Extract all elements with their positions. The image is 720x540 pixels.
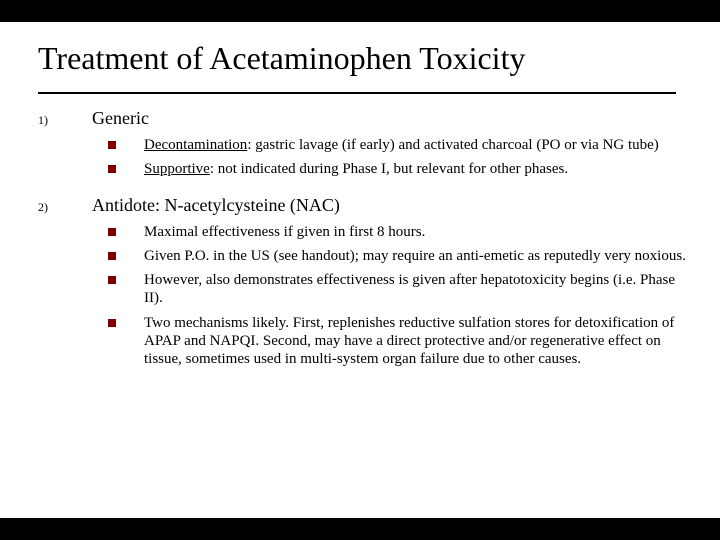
section-head: 1) Generic — [38, 108, 690, 130]
bullet-icon — [108, 319, 116, 327]
bullet-text: Given P.O. in the US (see handout); may … — [144, 247, 690, 265]
bullet-text: Decontamination: gastric lavage (if earl… — [144, 136, 690, 154]
title-underline — [38, 92, 676, 94]
list-item: However, also demonstrates effectiveness… — [38, 271, 690, 308]
bullet-icon — [108, 165, 116, 173]
section-title: Generic — [92, 108, 149, 130]
content-area: 1) Generic Decontamination: gastric lava… — [38, 108, 690, 508]
section-1: 1) Generic Decontamination: gastric lava… — [38, 108, 690, 179]
section-number: 2) — [38, 200, 92, 215]
bullet-lead: Supportive — [144, 161, 210, 177]
list-item: Decontamination: gastric lavage (if earl… — [38, 136, 690, 154]
bullet-text: Maximal effectiveness if given in first … — [144, 223, 690, 241]
bullet-icon — [108, 228, 116, 236]
section-2: 2) Antidote: N-acetylcysteine (NAC) Maxi… — [38, 195, 690, 369]
list-item: Given P.O. in the US (see handout); may … — [38, 247, 690, 265]
slide: Treatment of Acetaminophen Toxicity 1) G… — [0, 0, 720, 540]
bottom-bar — [0, 518, 720, 540]
bullet-lead: Decontamination — [144, 137, 247, 153]
section-title: Antidote: N-acetylcysteine (NAC) — [92, 195, 340, 217]
bullet-text: Supportive: not indicated during Phase I… — [144, 160, 690, 178]
slide-title: Treatment of Acetaminophen Toxicity — [38, 40, 682, 77]
list-item: Two mechanisms likely. First, replenishe… — [38, 314, 690, 369]
bullet-rest: : gastric lavage (if early) and activate… — [247, 137, 658, 153]
bullet-text: However, also demonstrates effectiveness… — [144, 271, 690, 308]
bullet-icon — [108, 141, 116, 149]
top-bar — [0, 0, 720, 22]
bullet-rest: : not indicated during Phase I, but rele… — [210, 161, 568, 177]
bullet-icon — [108, 252, 116, 260]
section-number: 1) — [38, 113, 92, 128]
section-head: 2) Antidote: N-acetylcysteine (NAC) — [38, 195, 690, 217]
list-item: Supportive: not indicated during Phase I… — [38, 160, 690, 178]
bullet-icon — [108, 276, 116, 284]
list-item: Maximal effectiveness if given in first … — [38, 223, 690, 241]
bullet-text: Two mechanisms likely. First, replenishe… — [144, 314, 690, 369]
